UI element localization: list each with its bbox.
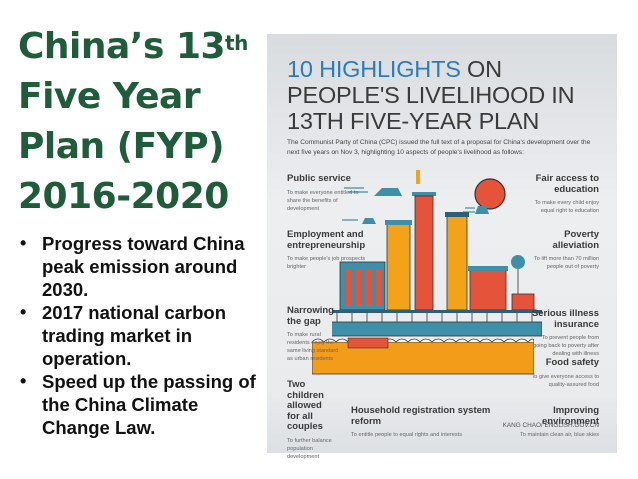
title-line-3: Plan (FYP): [18, 126, 225, 167]
highlight-food-safety: Food safety To give everyone access to q…: [531, 357, 599, 388]
highlight-employment: Employment and entrepreneurship To make …: [287, 229, 366, 270]
highlight-narrowing-gap: Narrowing the gap To make rural resident…: [287, 305, 339, 362]
bullet-list: • Progress toward China peak emission aro…: [18, 232, 263, 439]
highlight-poverty: Poverty alleviation To lift more than 70…: [534, 229, 599, 270]
highlight-education: Fair access to education To make every c…: [534, 173, 599, 214]
infographic-panel: 10 HIGHLIGHTS ON PEOPLE'S LIVELIHOOD IN …: [267, 34, 617, 460]
infographic-title: 10 HIGHLIGHTS ON PEOPLE'S LIVELIHOOD IN …: [287, 56, 575, 134]
title-line-2: Five Year: [18, 76, 201, 117]
bullet-item: • Speed up the passing of the China Clima…: [20, 371, 256, 438]
title-accent: 10 HIGHLIGHTS: [287, 56, 461, 82]
highlight-household-registration: Household registration system reform To …: [351, 405, 491, 438]
title-line-4: 2016-2020: [18, 176, 229, 217]
slide-title: China’s 13th Five Year Plan (FYP) 2016-2…: [18, 22, 258, 222]
bullet-icon: •: [20, 302, 27, 322]
city-illustration-icon: [332, 170, 542, 337]
infographic-intro: The Communist Party of China (CPC) issue…: [287, 139, 591, 156]
bullet-icon: •: [20, 233, 27, 253]
highlight-two-children: Two children allowed for all couples To …: [287, 379, 332, 460]
river-icon: [312, 337, 534, 375]
credit-text: KANG CHAO/ ENGLISH.GOV.CN: [502, 422, 599, 429]
bullet-item: • Progress toward China peak emission aro…: [20, 233, 245, 300]
title-line-1: China’s 13th: [18, 26, 248, 67]
highlight-environment: Improving environment To maintain clean …: [520, 405, 599, 438]
bullet-icon: •: [20, 371, 27, 391]
bullet-item: • 2017 national carbon trading market in …: [20, 302, 227, 369]
highlight-illness-insurance: Serious illness insurance To prevent peo…: [531, 308, 599, 357]
highlight-public-service: Public service To make everyone entitled…: [287, 173, 359, 212]
